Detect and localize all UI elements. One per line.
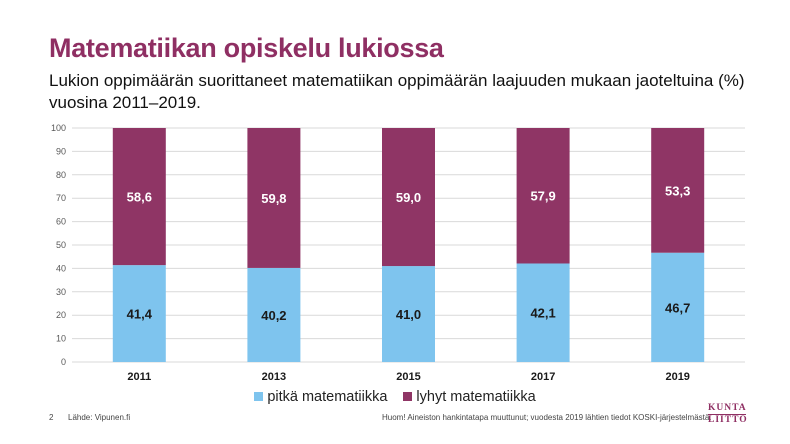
- data-label: 42,1: [530, 306, 555, 321]
- legend-swatch-pitka: [254, 391, 264, 401]
- logo-divider: [708, 414, 746, 415]
- data-label: 40,2: [261, 308, 286, 323]
- chart-legend: pitkä matematiikka lyhyt matematiikka: [0, 389, 790, 405]
- y-tick-label: 40: [56, 263, 66, 273]
- logo-line1: KUNTA: [708, 403, 747, 413]
- y-tick-label: 0: [61, 357, 66, 367]
- data-label: 59,8: [261, 191, 286, 206]
- source-note: Lähde: Vipunen.fi: [68, 413, 131, 422]
- y-tick-label: 50: [56, 240, 66, 250]
- y-tick-label: 60: [56, 217, 66, 227]
- legend-item-lyhyt: lyhyt matematiikka: [403, 389, 536, 405]
- bar-segment-lyhyt-2011: [112, 128, 166, 266]
- y-tick-label: 10: [56, 334, 66, 344]
- data-label: 59,0: [396, 190, 421, 205]
- bar-segment-pitka-2017: [516, 263, 570, 362]
- page-subtitle: Lukion oppimäärän suorittaneet matematii…: [49, 71, 745, 112]
- data-label: 53,3: [665, 183, 690, 198]
- data-note: Huom! Aineiston hankintatapa muuttunut; …: [382, 413, 712, 422]
- data-label: 41,4: [127, 307, 153, 322]
- bar-segment-lyhyt-2019: [651, 128, 705, 253]
- bar-segment-pitka-2015: [382, 266, 435, 362]
- page-number: 2: [49, 413, 54, 422]
- x-tick-label: 2019: [665, 371, 689, 383]
- y-tick-label: 90: [56, 146, 66, 156]
- y-tick-label: 20: [56, 310, 66, 320]
- y-tick-label: 70: [56, 193, 66, 203]
- legend-item-pitka: pitkä matematiikka: [254, 389, 387, 405]
- bar-segment-pitka-2013: [247, 267, 301, 362]
- data-label: 58,6: [127, 190, 152, 205]
- logo-line2: LIITTO: [708, 415, 748, 425]
- legend-label-lyhyt: lyhyt matematiikka: [416, 389, 536, 405]
- bar-segment-lyhyt-2013: [247, 128, 301, 268]
- data-label: 41,0: [396, 307, 421, 322]
- kuntaliitto-logo: KUNTA LIITTO: [708, 403, 750, 428]
- bar-segment-pitka-2019: [651, 252, 705, 362]
- data-label: 57,9: [530, 189, 555, 204]
- x-tick-label: 2011: [127, 371, 151, 383]
- x-tick-label: 2015: [396, 371, 420, 383]
- bar-segment-pitka-2011: [112, 265, 166, 362]
- legend-swatch-lyhyt: [403, 391, 413, 401]
- x-tick-label: 2017: [531, 371, 555, 383]
- bar-segment-lyhyt-2017: [516, 128, 570, 264]
- x-tick-label: 2013: [262, 371, 286, 383]
- bar-segment-lyhyt-2015: [382, 128, 435, 267]
- legend-label-pitka: pitkä matematiikka: [267, 389, 388, 405]
- y-tick-label: 80: [56, 170, 66, 180]
- page-title: Matematiikan opiskelu lukiossa: [49, 33, 444, 63]
- y-tick-label: 30: [56, 287, 66, 297]
- y-tick-label: 100: [51, 123, 66, 133]
- data-label: 46,7: [665, 300, 690, 315]
